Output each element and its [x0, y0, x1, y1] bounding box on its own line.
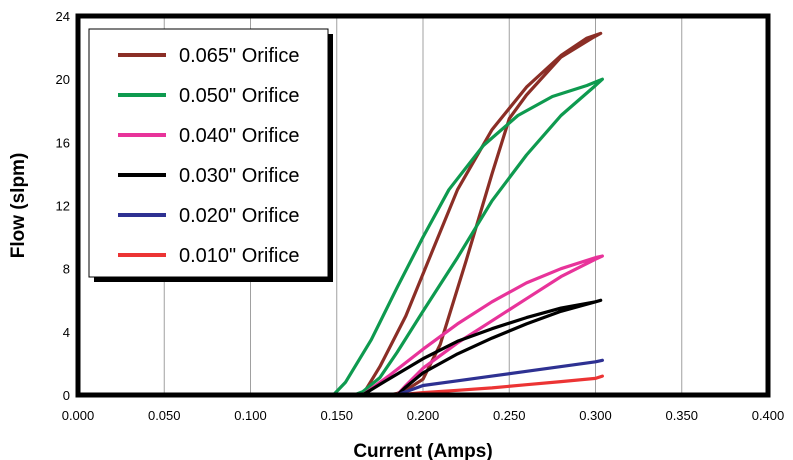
- legend: 0.065" Orifice 0.050" Orifice 0.040" Orifi…: [88, 28, 333, 282]
- x-tick-label: 0.300: [579, 408, 612, 423]
- y-axis-title: Flow (slpm): [8, 153, 29, 259]
- legend-label: 0.050" Orifice: [179, 85, 300, 107]
- series-layer: [76, 31, 605, 397]
- x-tick-label: 0.250: [493, 408, 526, 423]
- legend-box: [88, 28, 329, 278]
- x-axis-title: Current (Amps): [353, 441, 492, 460]
- y-tick-label: 4: [63, 325, 70, 340]
- legend-label: 0.010" Orifice: [179, 245, 300, 267]
- legend-label: 0.030" Orifice: [179, 165, 300, 187]
- y-tick-label: 8: [63, 262, 70, 277]
- x-tick-label: 0.000: [62, 408, 95, 423]
- series-line: [76, 254, 605, 397]
- legend-label: 0.065" Orifice: [179, 45, 300, 67]
- y-tick-label: 24: [56, 9, 70, 24]
- y-tick-label: 12: [56, 199, 70, 214]
- x-tick-label: 0.200: [407, 408, 440, 423]
- x-tick-label: 0.100: [234, 408, 267, 423]
- x-tick-label: 0.350: [665, 408, 698, 423]
- series-line: [76, 358, 605, 397]
- x-tick-label: 0.050: [148, 408, 181, 423]
- y-tick-labels: 0 4 8 12 16 20 24: [56, 9, 70, 403]
- legend-label: 0.040" Orifice: [179, 125, 300, 147]
- plot-frame: [75, 13, 771, 398]
- series-line: [76, 77, 605, 397]
- legend-items: 0.065" Orifice 0.050" Orifice 0.040" Orifi…: [118, 45, 300, 267]
- y-tick-label: 16: [56, 135, 70, 150]
- y-tick-label: 20: [56, 72, 70, 87]
- x-tick-label: 0.150: [320, 408, 353, 423]
- x-tick-label: 0.400: [752, 408, 785, 423]
- x-tick-labels: 0.000 0.050 0.100 0.150 0.200 0.250 0.300 0.350…: [62, 408, 785, 423]
- y-tick-label: 0: [63, 388, 70, 403]
- legend-label: 0.020" Orifice: [179, 205, 300, 227]
- series-line: [76, 298, 603, 397]
